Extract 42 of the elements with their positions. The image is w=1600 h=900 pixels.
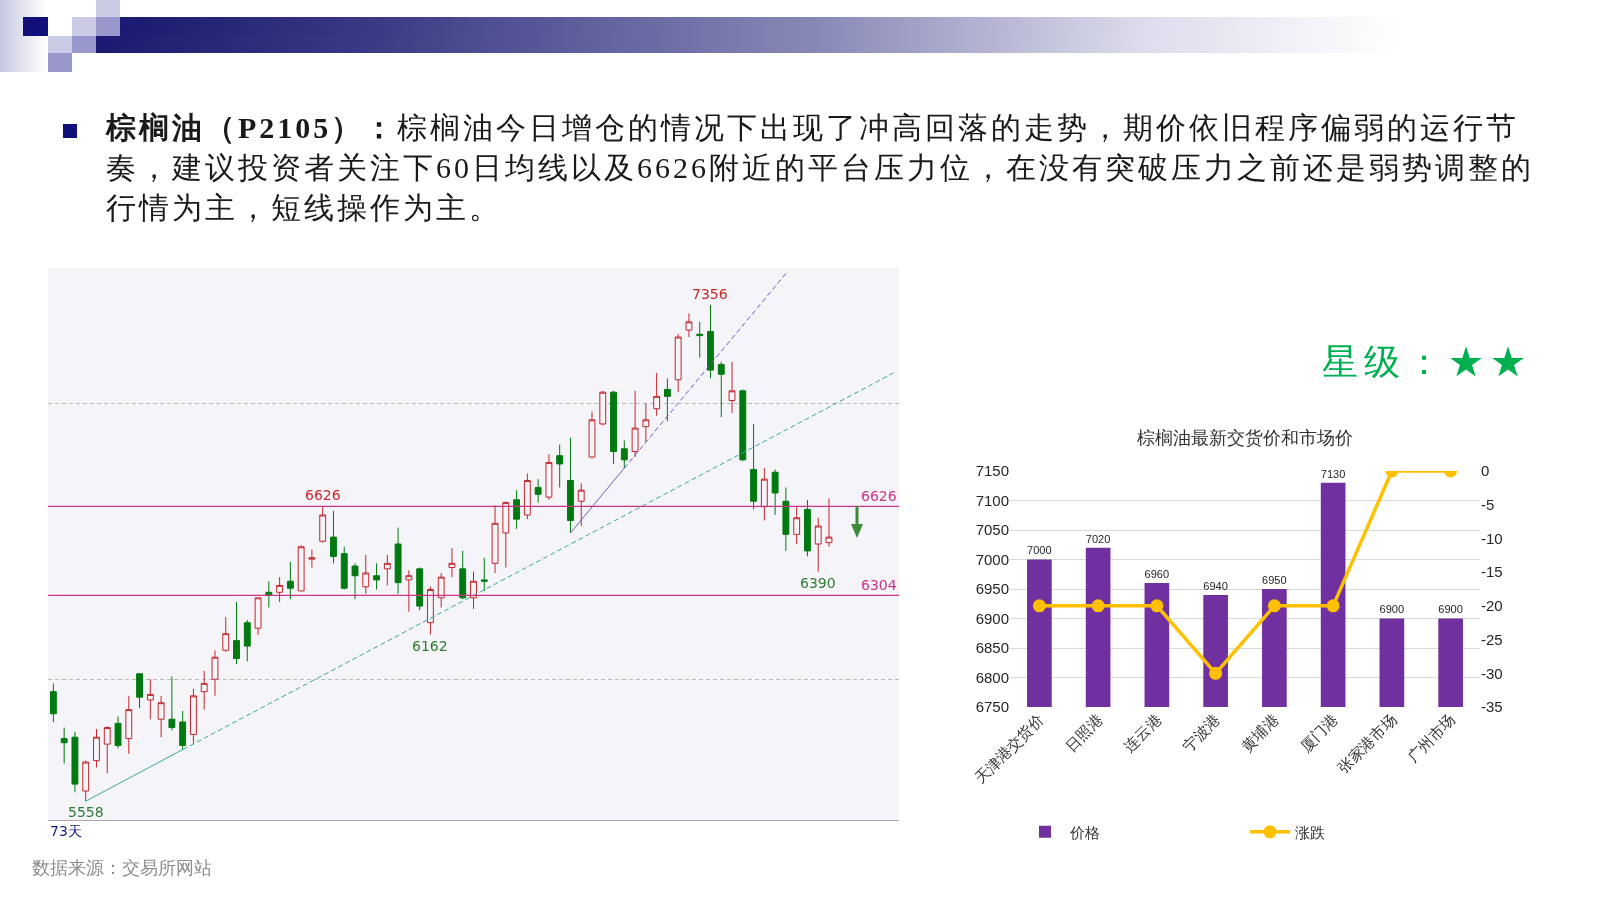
y-tick-label: 6850 <box>975 639 1009 657</box>
y2-tick-label: -15 <box>1481 563 1503 581</box>
x-tick-label: 黄埔港 <box>1238 711 1282 755</box>
data-label: 6940 <box>1203 579 1228 592</box>
y2-tick-label: -5 <box>1481 495 1495 513</box>
data-label: 6960 <box>1144 568 1170 581</box>
y2-tick-label: -35 <box>1481 698 1503 716</box>
point <box>1150 599 1164 613</box>
x-tick-label: 宁波港 <box>1179 711 1224 755</box>
y2-tick-label: -10 <box>1481 529 1503 547</box>
x-tick-label: 厦门港 <box>1297 711 1341 755</box>
point <box>1209 666 1223 680</box>
data-label: 7000 <box>1027 544 1052 557</box>
point <box>1267 599 1281 613</box>
y2-tick-label: -20 <box>1481 597 1503 615</box>
y2-tick-label: -30 <box>1481 664 1503 682</box>
point <box>1032 599 1046 613</box>
y-tick-label: 6950 <box>975 580 1009 598</box>
y2-tick-label: -25 <box>1481 630 1503 648</box>
legend-label: 涨跌 <box>1295 824 1325 841</box>
x-tick-label: 连云港 <box>1121 711 1165 755</box>
y-tick-label: 6800 <box>975 668 1009 686</box>
x-tick-label: 日照港 <box>1062 711 1106 755</box>
text: 星级：★★ <box>1322 341 1532 384</box>
legend-label: 价格 <box>1069 824 1100 841</box>
x-tick-label: 广州市场 <box>1404 711 1459 766</box>
y-tick-label: 6900 <box>975 609 1009 627</box>
y-tick-label: 7150 <box>975 462 1009 480</box>
source-note: 数据来源：交易所网站 <box>32 857 212 880</box>
y-tick-label: 7050 <box>975 521 1009 539</box>
y2-tick-label: 0 <box>1481 462 1490 480</box>
data-label: 7020 <box>1085 532 1111 545</box>
chart-title: 棕榈油最新交货价和市场价 <box>1137 427 1353 448</box>
point <box>1091 599 1105 613</box>
y-tick-label: 7100 <box>975 491 1009 509</box>
data-label: 6950 <box>1262 573 1287 586</box>
data-label: 7130 <box>1320 467 1346 480</box>
data-label: 6900 <box>1379 603 1405 616</box>
data-label: 6900 <box>1438 603 1463 616</box>
point <box>1326 599 1340 613</box>
y-tick-label: 7000 <box>975 550 1009 568</box>
text: 棕榈油（P2105）： <box>106 111 398 144</box>
